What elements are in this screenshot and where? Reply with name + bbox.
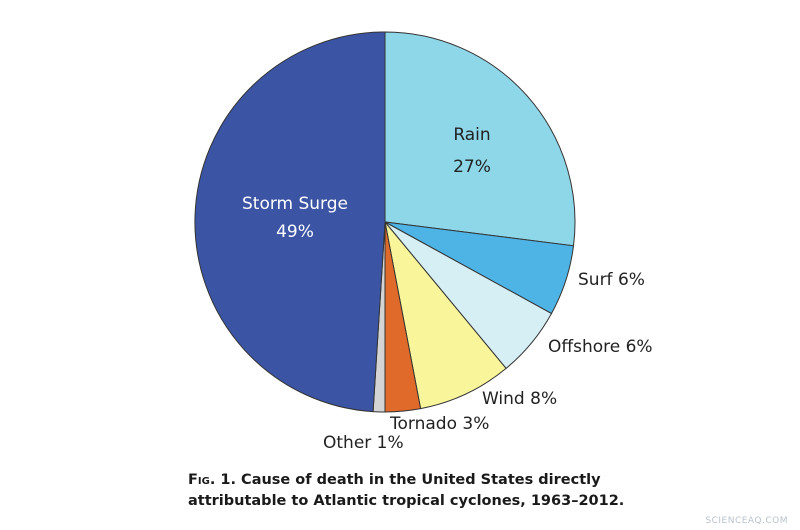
slice-label-wind: Wind 8% [482,389,557,409]
caption-text: Cause of death in the United States dire… [188,472,625,509]
slice-label-storm-surge: Storm Surge [242,194,348,214]
figure-number: Fig. 1. [188,472,236,488]
pie-slice-wind [384,221,507,410]
pie-slice-storm-surge [194,31,386,413]
slice-label-rain: Rain [453,125,490,145]
slice-label-offshore: Offshore 6% [548,337,653,357]
slice-percent-rain: 27% [453,157,491,177]
watermark: SCIENCEAQ.COM [705,516,788,526]
slice-label-surf: Surf 6% [578,270,645,290]
slice-percent-storm-surge: 49% [276,222,314,242]
pie-slice-rain [384,31,576,247]
slice-label-tornado: Tornado 3% [389,414,489,434]
figure-caption: Fig. 1. Cause of death in the United Sta… [188,470,688,512]
slice-label-other: Other 1% [323,433,404,453]
